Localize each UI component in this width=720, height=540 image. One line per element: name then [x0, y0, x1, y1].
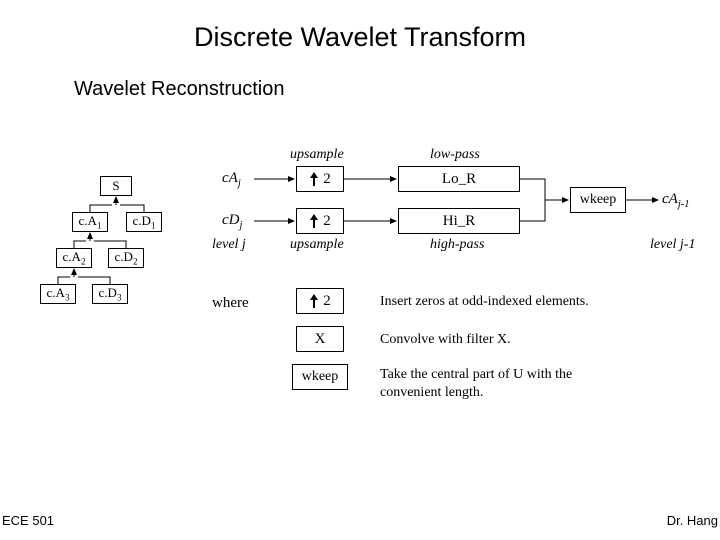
- legend-text-3-line2: convenient length.: [380, 385, 483, 400]
- tree-node-ca3: c.A3: [40, 284, 76, 304]
- legend-box-x: X: [296, 326, 344, 352]
- diagram-area: S c.A1 c.D1 c.A2 c.D2 c.A3 c.D3 cAj cDj …: [0, 120, 720, 480]
- lo-r-label: Lo_R: [442, 171, 476, 188]
- footer-right: Dr. Hang: [667, 513, 718, 528]
- tree-s-label: S: [112, 178, 119, 194]
- lo-r-box: Lo_R: [398, 166, 520, 192]
- upsample-label-top: upsample: [290, 147, 344, 163]
- legend-box-upsample: 2: [296, 288, 344, 314]
- wkeep-label: wkeep: [580, 192, 617, 208]
- up-box-2-top: 2: [323, 171, 331, 188]
- tree-node-cd2: c.D2: [108, 248, 144, 268]
- upsample-box-top: 2: [296, 166, 344, 192]
- tree-cd1-label: c.D1: [133, 213, 156, 231]
- tree-node-cd3: c.D3: [92, 284, 128, 304]
- upsample-box-bottom: 2: [296, 208, 344, 234]
- up-arrow-icon: [309, 294, 319, 308]
- tree-node-ca2: c.A2: [56, 248, 92, 268]
- where-label: where: [212, 295, 249, 312]
- footer-left: ECE 501: [2, 513, 54, 528]
- legend-up-2: 2: [323, 293, 331, 310]
- hi-r-box: Hi_R: [398, 208, 520, 234]
- legend-text-3: Take the central part of U with the conv…: [380, 366, 572, 401]
- legend-text-3-line1: Take the central part of U with the: [380, 367, 572, 382]
- tree-ca3-label: c.A3: [47, 285, 70, 303]
- up-arrow-icon: [309, 172, 319, 186]
- hi-r-label: Hi_R: [443, 213, 476, 230]
- tree-ca1-label: c.A1: [79, 213, 102, 231]
- legend-text-2: Convolve with filter X.: [380, 332, 511, 348]
- legend-text-1: Insert zeros at odd-indexed elements.: [380, 294, 589, 310]
- legend-box-wkeep: wkeep: [292, 364, 348, 390]
- wkeep-box: wkeep: [570, 187, 626, 213]
- tree-node-ca1: c.A1: [72, 212, 108, 232]
- flow-output-ca: cAj-1: [662, 191, 690, 210]
- flow-input-ca: cAj: [222, 170, 241, 189]
- tree-node-s: S: [100, 176, 132, 196]
- upsample-label-bottom: upsample: [290, 237, 344, 253]
- tree-cd2-label: c.D2: [115, 249, 138, 267]
- tree-cd3-label: c.D3: [99, 285, 122, 303]
- tree-node-cd1: c.D1: [126, 212, 162, 232]
- flow-input-cd: cDj: [222, 212, 242, 231]
- subtitle: Wavelet Reconstruction: [74, 78, 284, 101]
- slide-title: Discrete Wavelet Transform: [0, 22, 720, 53]
- level-j-1-label: level j-1: [650, 237, 695, 253]
- legend-wkeep-label: wkeep: [302, 369, 339, 385]
- up-arrow-icon: [309, 214, 319, 228]
- tree-ca2-label: c.A2: [63, 249, 86, 267]
- low-pass-label: low-pass: [430, 147, 480, 163]
- level-j-label: level j: [212, 237, 246, 253]
- high-pass-label: high-pass: [430, 237, 484, 253]
- up-box-2-bottom: 2: [323, 213, 331, 230]
- legend-x-label: X: [315, 331, 326, 348]
